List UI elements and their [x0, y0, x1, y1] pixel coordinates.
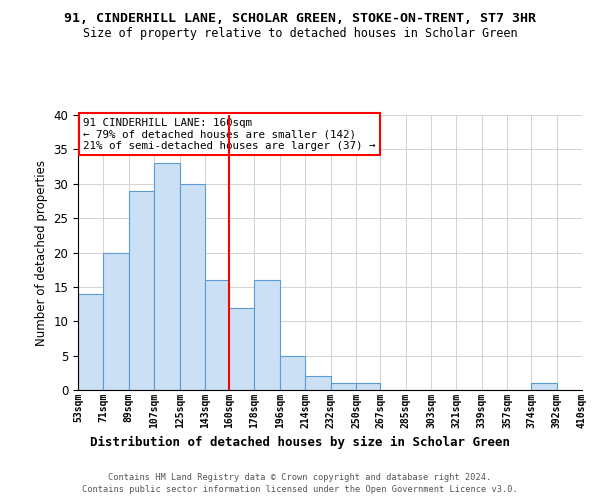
- Bar: [531, 383, 557, 390]
- Bar: [254, 280, 280, 390]
- Text: Distribution of detached houses by size in Scholar Green: Distribution of detached houses by size …: [90, 436, 510, 449]
- Bar: [229, 308, 254, 390]
- Bar: [205, 280, 229, 390]
- Text: 91, CINDERHILL LANE, SCHOLAR GREEN, STOKE-ON-TRENT, ST7 3HR: 91, CINDERHILL LANE, SCHOLAR GREEN, STOK…: [64, 12, 536, 26]
- Text: 91 CINDERHILL LANE: 160sqm
← 79% of detached houses are smaller (142)
21% of sem: 91 CINDERHILL LANE: 160sqm ← 79% of deta…: [83, 118, 376, 151]
- Text: Size of property relative to detached houses in Scholar Green: Size of property relative to detached ho…: [83, 28, 517, 40]
- Bar: [331, 383, 356, 390]
- Bar: [78, 294, 103, 390]
- Bar: [305, 376, 331, 390]
- Text: Contains HM Land Registry data © Crown copyright and database right 2024.: Contains HM Land Registry data © Crown c…: [109, 472, 491, 482]
- Bar: [129, 190, 154, 390]
- Bar: [179, 184, 205, 390]
- Text: Contains public sector information licensed under the Open Government Licence v3: Contains public sector information licen…: [82, 485, 518, 494]
- Bar: [103, 252, 129, 390]
- Y-axis label: Number of detached properties: Number of detached properties: [35, 160, 48, 346]
- Bar: [356, 383, 380, 390]
- Bar: [280, 356, 305, 390]
- Bar: [154, 163, 179, 390]
